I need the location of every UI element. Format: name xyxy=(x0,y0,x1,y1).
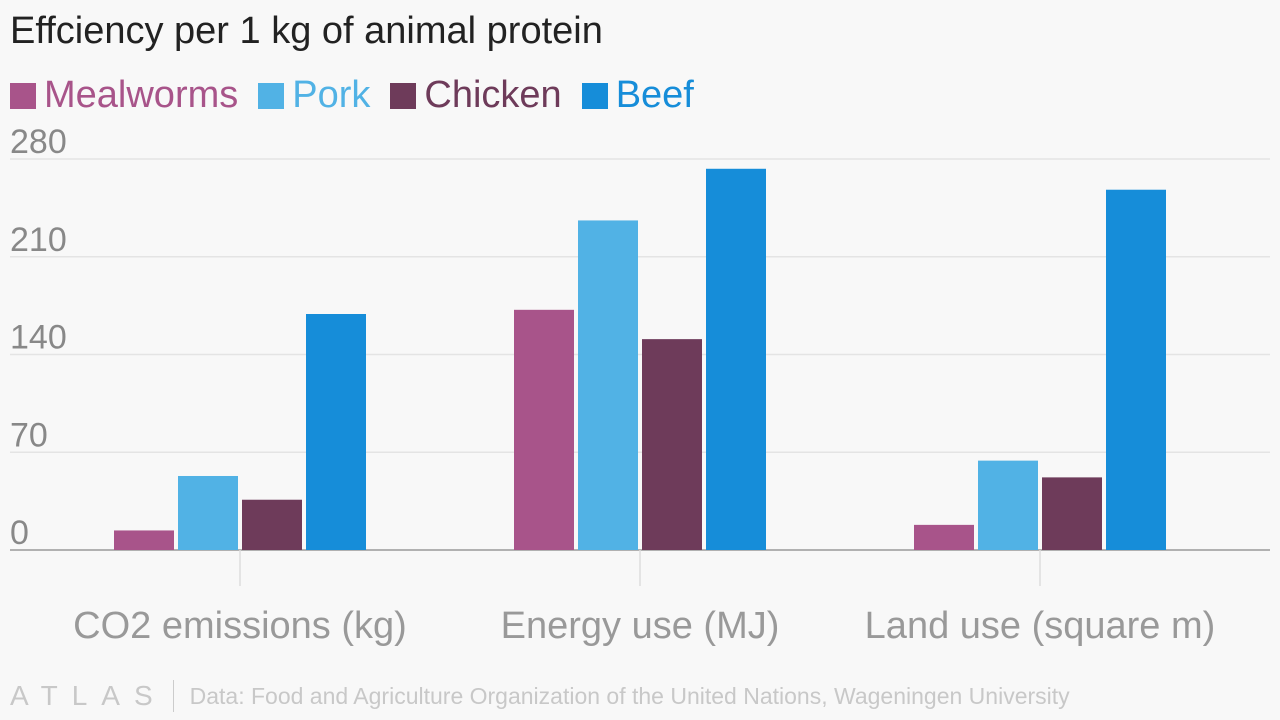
legend-item-beef: Beef xyxy=(581,74,694,117)
chart-title: Effciency per 1 kg of animal protein xyxy=(10,10,603,52)
y-tick-label: 0 xyxy=(10,514,29,552)
bar-chicken-0 xyxy=(242,499,302,550)
footer-divider xyxy=(172,680,174,712)
bar-beef-2 xyxy=(1106,189,1166,550)
y-tick-label: 210 xyxy=(10,221,67,259)
bar-pork-0 xyxy=(178,475,238,550)
y-tick-label: 70 xyxy=(10,416,48,454)
bar-pork-2 xyxy=(978,460,1038,550)
x-tick-label: Land use (square m) xyxy=(865,605,1216,647)
bar-chicken-1 xyxy=(642,339,702,550)
bar-mealworms-0 xyxy=(114,530,174,550)
legend-item-chicken: Chicken xyxy=(390,74,562,117)
legend: Mealworms Pork Chicken Beef xyxy=(10,74,714,117)
bar-mealworms-1 xyxy=(514,309,574,550)
atlas-logo: ATLAS xyxy=(10,680,167,711)
bar-chicken-2 xyxy=(1042,477,1102,550)
bar-beef-0 xyxy=(306,314,366,550)
y-tick-label: 140 xyxy=(10,319,67,357)
legend-item-mealworms: Mealworms xyxy=(10,74,238,117)
bar-mealworms-2 xyxy=(914,524,974,550)
data-source: Data: Food and Agriculture Organization … xyxy=(189,682,1070,709)
legend-label-chicken: Chicken xyxy=(424,74,562,116)
x-tick-label: CO2 emissions (kg) xyxy=(73,605,407,647)
legend-item-pork: Pork xyxy=(258,74,370,117)
legend-swatch-chicken xyxy=(390,82,417,109)
y-tick-label: 280 xyxy=(10,123,67,161)
x-tick-label: Energy use (MJ) xyxy=(501,605,780,647)
legend-label-beef: Beef xyxy=(615,74,694,116)
bar-pork-1 xyxy=(578,220,638,550)
legend-swatch-pork xyxy=(258,82,285,109)
legend-swatch-beef xyxy=(581,82,608,109)
legend-swatch-mealworms xyxy=(10,82,36,109)
legend-label-pork: Pork xyxy=(292,74,371,116)
footer: ATLAS Data: Food and Agriculture Organiz… xyxy=(10,680,1070,712)
legend-label-mealworms: Mealworms xyxy=(44,74,239,116)
bar-beef-1 xyxy=(706,168,766,550)
